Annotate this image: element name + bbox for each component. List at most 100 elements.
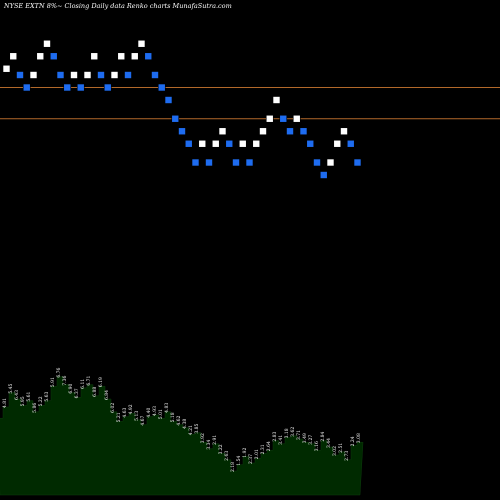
volume-label: 2.64 [266, 441, 272, 451]
renko-brick-down [157, 83, 166, 92]
volume-label: 5.13 [134, 411, 140, 421]
volume-label: 5.01 [158, 409, 164, 419]
volume-label: 6.02 [110, 403, 116, 413]
renko-brick-down [171, 114, 180, 123]
renko-brick-down [16, 71, 24, 79]
volume-label: 6.43 [14, 390, 20, 400]
volume-label: 6.11 [80, 379, 86, 389]
volume-label: 4.93 [152, 406, 158, 416]
volume-label: 4.63 [122, 407, 128, 417]
volume-label: 6.71 [86, 375, 92, 385]
renko-brick-down [313, 158, 321, 167]
renko-brick-up [333, 139, 342, 148]
volume-label: 2.24 [350, 436, 356, 446]
renko-brick-up [211, 139, 220, 148]
renko-brick-down [178, 127, 186, 136]
renko-brick-up [252, 139, 261, 148]
volume-label: 5.61 [26, 391, 32, 401]
renko-brick-down [144, 52, 153, 61]
volume-label: 3.71 [296, 430, 302, 440]
volume-label: 3.49 [302, 433, 308, 443]
volume-label: 3.34 [206, 439, 212, 449]
volume-label: 3.18 [284, 428, 290, 438]
renko-brick-up [292, 114, 301, 123]
volume-label: 3.41 [278, 435, 284, 445]
volume-area [0, 376, 364, 496]
volume-label: 4.21 [188, 425, 194, 435]
volume-label: 2.01 [254, 449, 260, 459]
renko-brick-up [238, 139, 247, 148]
renko-brick-up [272, 96, 281, 104]
renko-brick-down [191, 158, 200, 167]
renko-brick-down [103, 83, 112, 92]
volume-label: 2.37 [248, 454, 254, 464]
renko-brick-up [110, 71, 119, 79]
renko-brick-down [353, 158, 362, 167]
volume-label: 5.95 [20, 396, 26, 406]
renko-brick-up [29, 71, 38, 79]
renko-brick-down [225, 139, 234, 148]
renko-brick-up [117, 52, 126, 61]
renko-brick-down [184, 139, 193, 148]
volume-label: 4.92 [128, 404, 134, 414]
volume-label: 5.91 [50, 377, 56, 387]
volume-label: 6.19 [98, 377, 104, 387]
renko-brick-down [76, 83, 85, 92]
volume-label: 4.83 [164, 403, 170, 413]
renko-brick-up [36, 52, 45, 61]
volume-label: 3.92 [200, 433, 206, 443]
renko-brick-down [299, 127, 308, 136]
volume-label: 3.22 [218, 444, 224, 454]
volume-label: 4.38 [182, 419, 188, 429]
renko-brick-down [279, 114, 288, 123]
volume-label: 3.02 [332, 446, 338, 456]
renko-brick-up [326, 158, 335, 167]
volume-label: 3.08 [356, 433, 362, 443]
volume-label: 5.45 [8, 383, 14, 393]
renko-brick-up [43, 39, 51, 48]
volume-label: 6.76 [56, 367, 62, 377]
volume-label: 4.62 [176, 415, 182, 425]
renko-brick-down [151, 71, 159, 79]
renko-brick-down [63, 83, 72, 92]
volume-label: 3.85 [194, 423, 200, 433]
renko-brick-up [265, 114, 274, 123]
volume-label: 1.54 [236, 455, 242, 465]
renko-brick-down [232, 158, 240, 167]
volume-label: 4.81 [2, 398, 8, 408]
volume-label: 2.84 [320, 431, 326, 441]
volume-label: 5.18 [170, 412, 176, 422]
renko-brick-down [164, 96, 173, 104]
renko-brick-down [22, 83, 31, 92]
volume-label: 5.21 [116, 412, 122, 422]
renko-brick-up [90, 52, 99, 61]
renko-brick-down [306, 139, 315, 148]
renko-brick-up [83, 71, 92, 79]
volume-label: 3.44 [326, 438, 332, 448]
volume-label: 6.88 [92, 387, 98, 397]
chart-title: NYSE EXTN 8%~ Closing Daily data Renko c… [3, 2, 232, 10]
renko-brick-up [218, 127, 227, 136]
renko-brick-down [245, 158, 254, 167]
volume-label: 4.40 [146, 407, 152, 417]
volume-label: 2.73 [344, 451, 350, 461]
volume-label: 3.16 [314, 441, 320, 451]
renko-brick-down [97, 71, 105, 79]
renko-brick-down [124, 71, 132, 79]
volume-label: 1.92 [242, 447, 248, 457]
renko-brick-up [259, 127, 267, 136]
volume-label: 2.51 [338, 443, 344, 453]
volume-label: 5.63 [44, 391, 50, 401]
renko-brick-up [137, 39, 146, 48]
volume-label: 5.22 [38, 396, 44, 406]
volume-label: 6.90 [68, 383, 74, 393]
volume-label: 7.36 [62, 375, 68, 385]
volume-label: 2.83 [272, 431, 278, 441]
renko-brick-up [9, 52, 18, 61]
volume-label: 3.62 [290, 427, 296, 437]
volume-label: 2.91 [212, 435, 218, 445]
volume-label: 4.67 [140, 415, 146, 425]
renko-brick-up [340, 127, 348, 136]
volume-label: 2.18 [230, 462, 236, 472]
